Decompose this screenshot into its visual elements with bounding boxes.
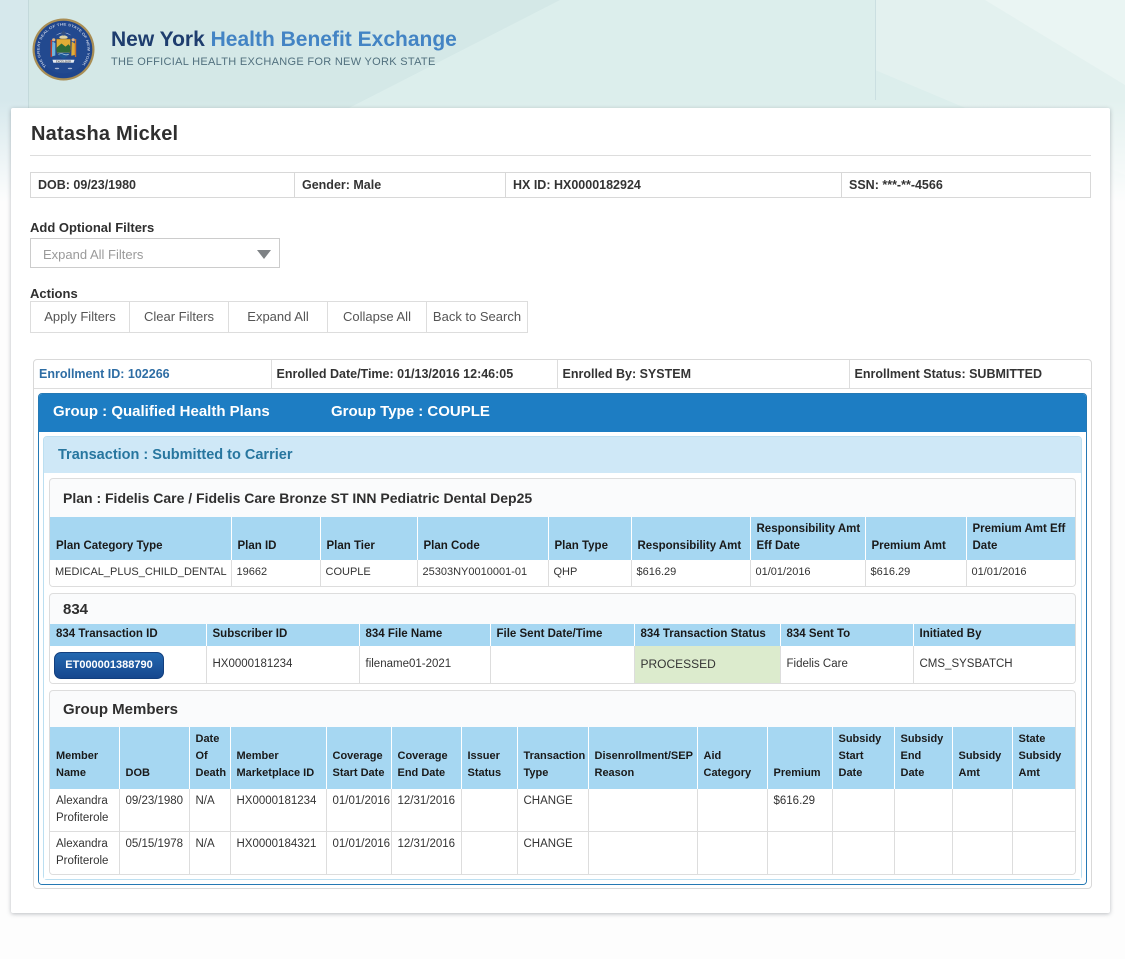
- svg-text:EXCELSIOR: EXCELSIOR: [56, 59, 71, 63]
